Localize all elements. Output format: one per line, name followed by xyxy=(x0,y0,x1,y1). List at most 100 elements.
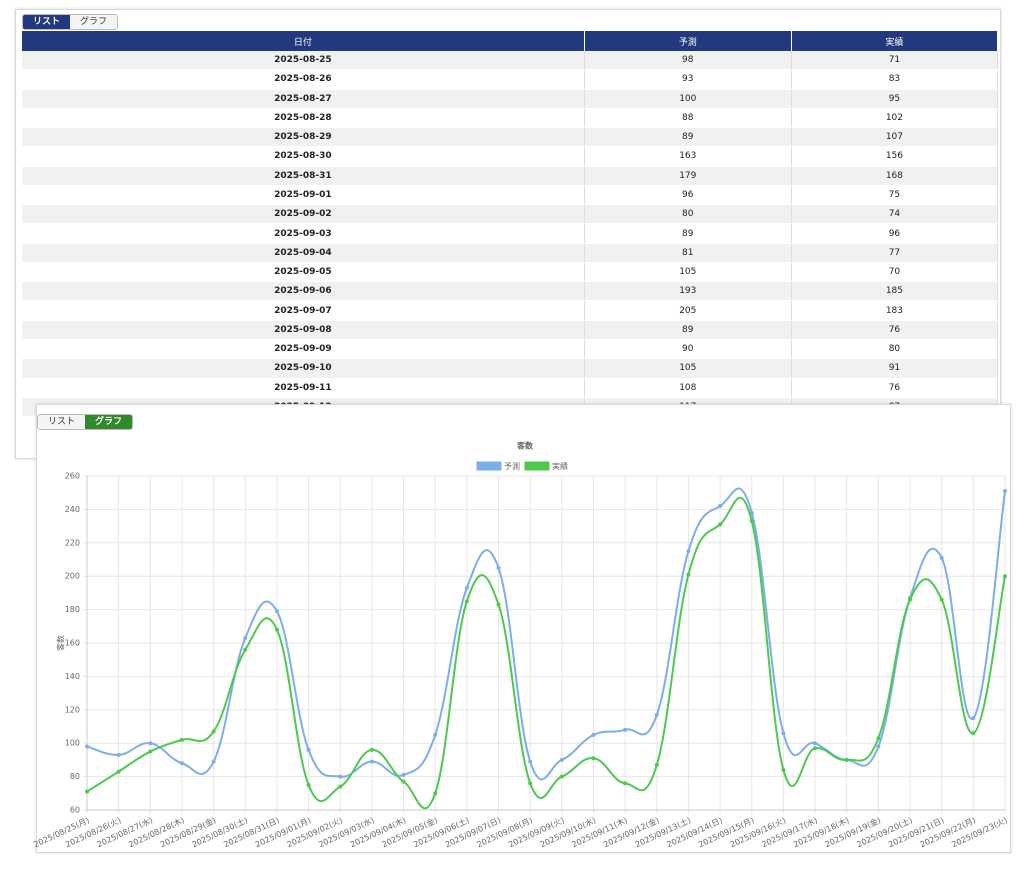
table-row: 2025-08-29 89 107 xyxy=(22,127,999,148)
data-point xyxy=(908,597,913,602)
chart-title: 客数 xyxy=(516,441,534,451)
data-point xyxy=(464,599,469,604)
date-cell: 2025-08-25 xyxy=(22,51,585,71)
data-point xyxy=(1003,489,1007,494)
data-point xyxy=(464,585,469,590)
date-cell: 2025-08-29 xyxy=(22,127,585,148)
date-cell: 2025-08-26 xyxy=(22,69,585,90)
y-tick-label: 240 xyxy=(65,505,80,514)
table-row: 2025-08-31 179 168 xyxy=(22,166,999,186)
data-point xyxy=(179,737,184,742)
data-point xyxy=(813,741,818,746)
table-row: 2025-08-27 100 95 xyxy=(22,89,999,109)
y-tick-label: 60 xyxy=(70,806,80,815)
data-point xyxy=(686,549,691,554)
data-point xyxy=(591,756,596,761)
cell: 183 xyxy=(791,300,999,321)
cell: 74 xyxy=(791,204,999,225)
tab[interactable]: グラフ xyxy=(85,415,133,429)
date-cell: 2025-08-28 xyxy=(22,108,585,129)
data-point xyxy=(971,716,976,721)
y-tick-label: 200 xyxy=(65,572,80,581)
table-row: 2025-09-09 90 80 xyxy=(22,339,999,360)
data-point xyxy=(338,774,343,779)
table-row: 2025-09-07 205 183 xyxy=(22,300,999,321)
data-point xyxy=(243,647,248,652)
data-point xyxy=(306,782,311,787)
table-row: 2025-08-28 88 102 xyxy=(22,108,999,129)
cell: 108 xyxy=(584,378,792,398)
date-cell: 2025-09-05 xyxy=(22,262,585,283)
data-point xyxy=(844,757,849,762)
legend-swatch xyxy=(524,461,550,471)
cell: 83 xyxy=(791,69,999,90)
data-point xyxy=(369,759,374,764)
data-point xyxy=(85,789,89,794)
data-point xyxy=(623,781,628,786)
table-row: 2025-09-04 81 77 xyxy=(22,243,999,263)
y-tick-label: 180 xyxy=(65,605,80,614)
cell: 75 xyxy=(791,185,999,206)
cell: 96 xyxy=(584,185,792,206)
table-row: 2025-09-11 108 76 xyxy=(22,378,999,398)
date-cell: 2025-09-10 xyxy=(22,358,585,379)
view-tabs: リスト グラフ xyxy=(22,14,119,30)
legend-swatch xyxy=(476,461,502,471)
data-point xyxy=(401,779,406,784)
data-point xyxy=(718,504,723,509)
y-tick-label: 120 xyxy=(65,705,80,714)
legend-label: 予測 xyxy=(504,461,520,471)
cell: 105 xyxy=(584,262,792,283)
data-point xyxy=(528,781,533,786)
data-point xyxy=(369,747,374,752)
data-point xyxy=(781,731,786,736)
data-point xyxy=(148,741,153,746)
tab[interactable]: リスト xyxy=(38,415,86,429)
cell: 91 xyxy=(791,358,999,379)
y-axis-title: 客数 xyxy=(56,635,66,651)
data-point xyxy=(148,749,153,754)
cell: 93 xyxy=(584,69,792,90)
cell: 185 xyxy=(791,281,999,302)
tab[interactable]: グラフ xyxy=(70,15,118,29)
data-point xyxy=(876,736,881,741)
view-tabs: リスト グラフ xyxy=(37,414,134,430)
data-point xyxy=(401,772,406,777)
data-point xyxy=(85,744,89,749)
table-row: 2025-09-10 105 91 xyxy=(22,358,999,379)
cell: 76 xyxy=(791,320,999,340)
table-row: 2025-09-05 105 70 xyxy=(22,262,999,283)
data-point xyxy=(781,767,786,772)
column-header: 日付 xyxy=(22,31,585,51)
cell: 168 xyxy=(791,166,999,186)
data-point xyxy=(559,757,564,762)
table-row: 2025-09-08 89 76 xyxy=(22,320,999,340)
data-point xyxy=(749,519,754,524)
date-cell: 2025-08-27 xyxy=(22,89,585,109)
cell: 76 xyxy=(791,378,999,398)
date-cell: 2025-08-31 xyxy=(22,166,585,186)
cell: 71 xyxy=(791,51,999,71)
cell: 205 xyxy=(584,300,792,321)
data-point xyxy=(654,712,659,717)
data-point xyxy=(971,731,976,736)
cell: 95 xyxy=(791,89,999,109)
cell: 89 xyxy=(584,127,792,148)
data-point xyxy=(654,762,659,767)
cell: 193 xyxy=(584,281,792,302)
table-row: 2025-09-06 193 185 xyxy=(22,281,999,302)
date-cell: 2025-09-11 xyxy=(22,378,585,398)
date-cell: 2025-08-30 xyxy=(22,146,585,167)
data-point xyxy=(211,729,216,734)
cell: 89 xyxy=(584,223,792,244)
legend-label: 実績 xyxy=(552,461,568,471)
date-cell: 2025-09-08 xyxy=(22,320,585,340)
cell: 163 xyxy=(584,146,792,167)
x-tick-label: 2025/09/23(火) xyxy=(950,816,1009,850)
y-tick-label: 80 xyxy=(70,772,80,781)
data-point xyxy=(939,555,944,560)
cell: 100 xyxy=(584,89,792,109)
cell: 156 xyxy=(791,146,999,167)
tab[interactable]: リスト xyxy=(23,15,71,29)
